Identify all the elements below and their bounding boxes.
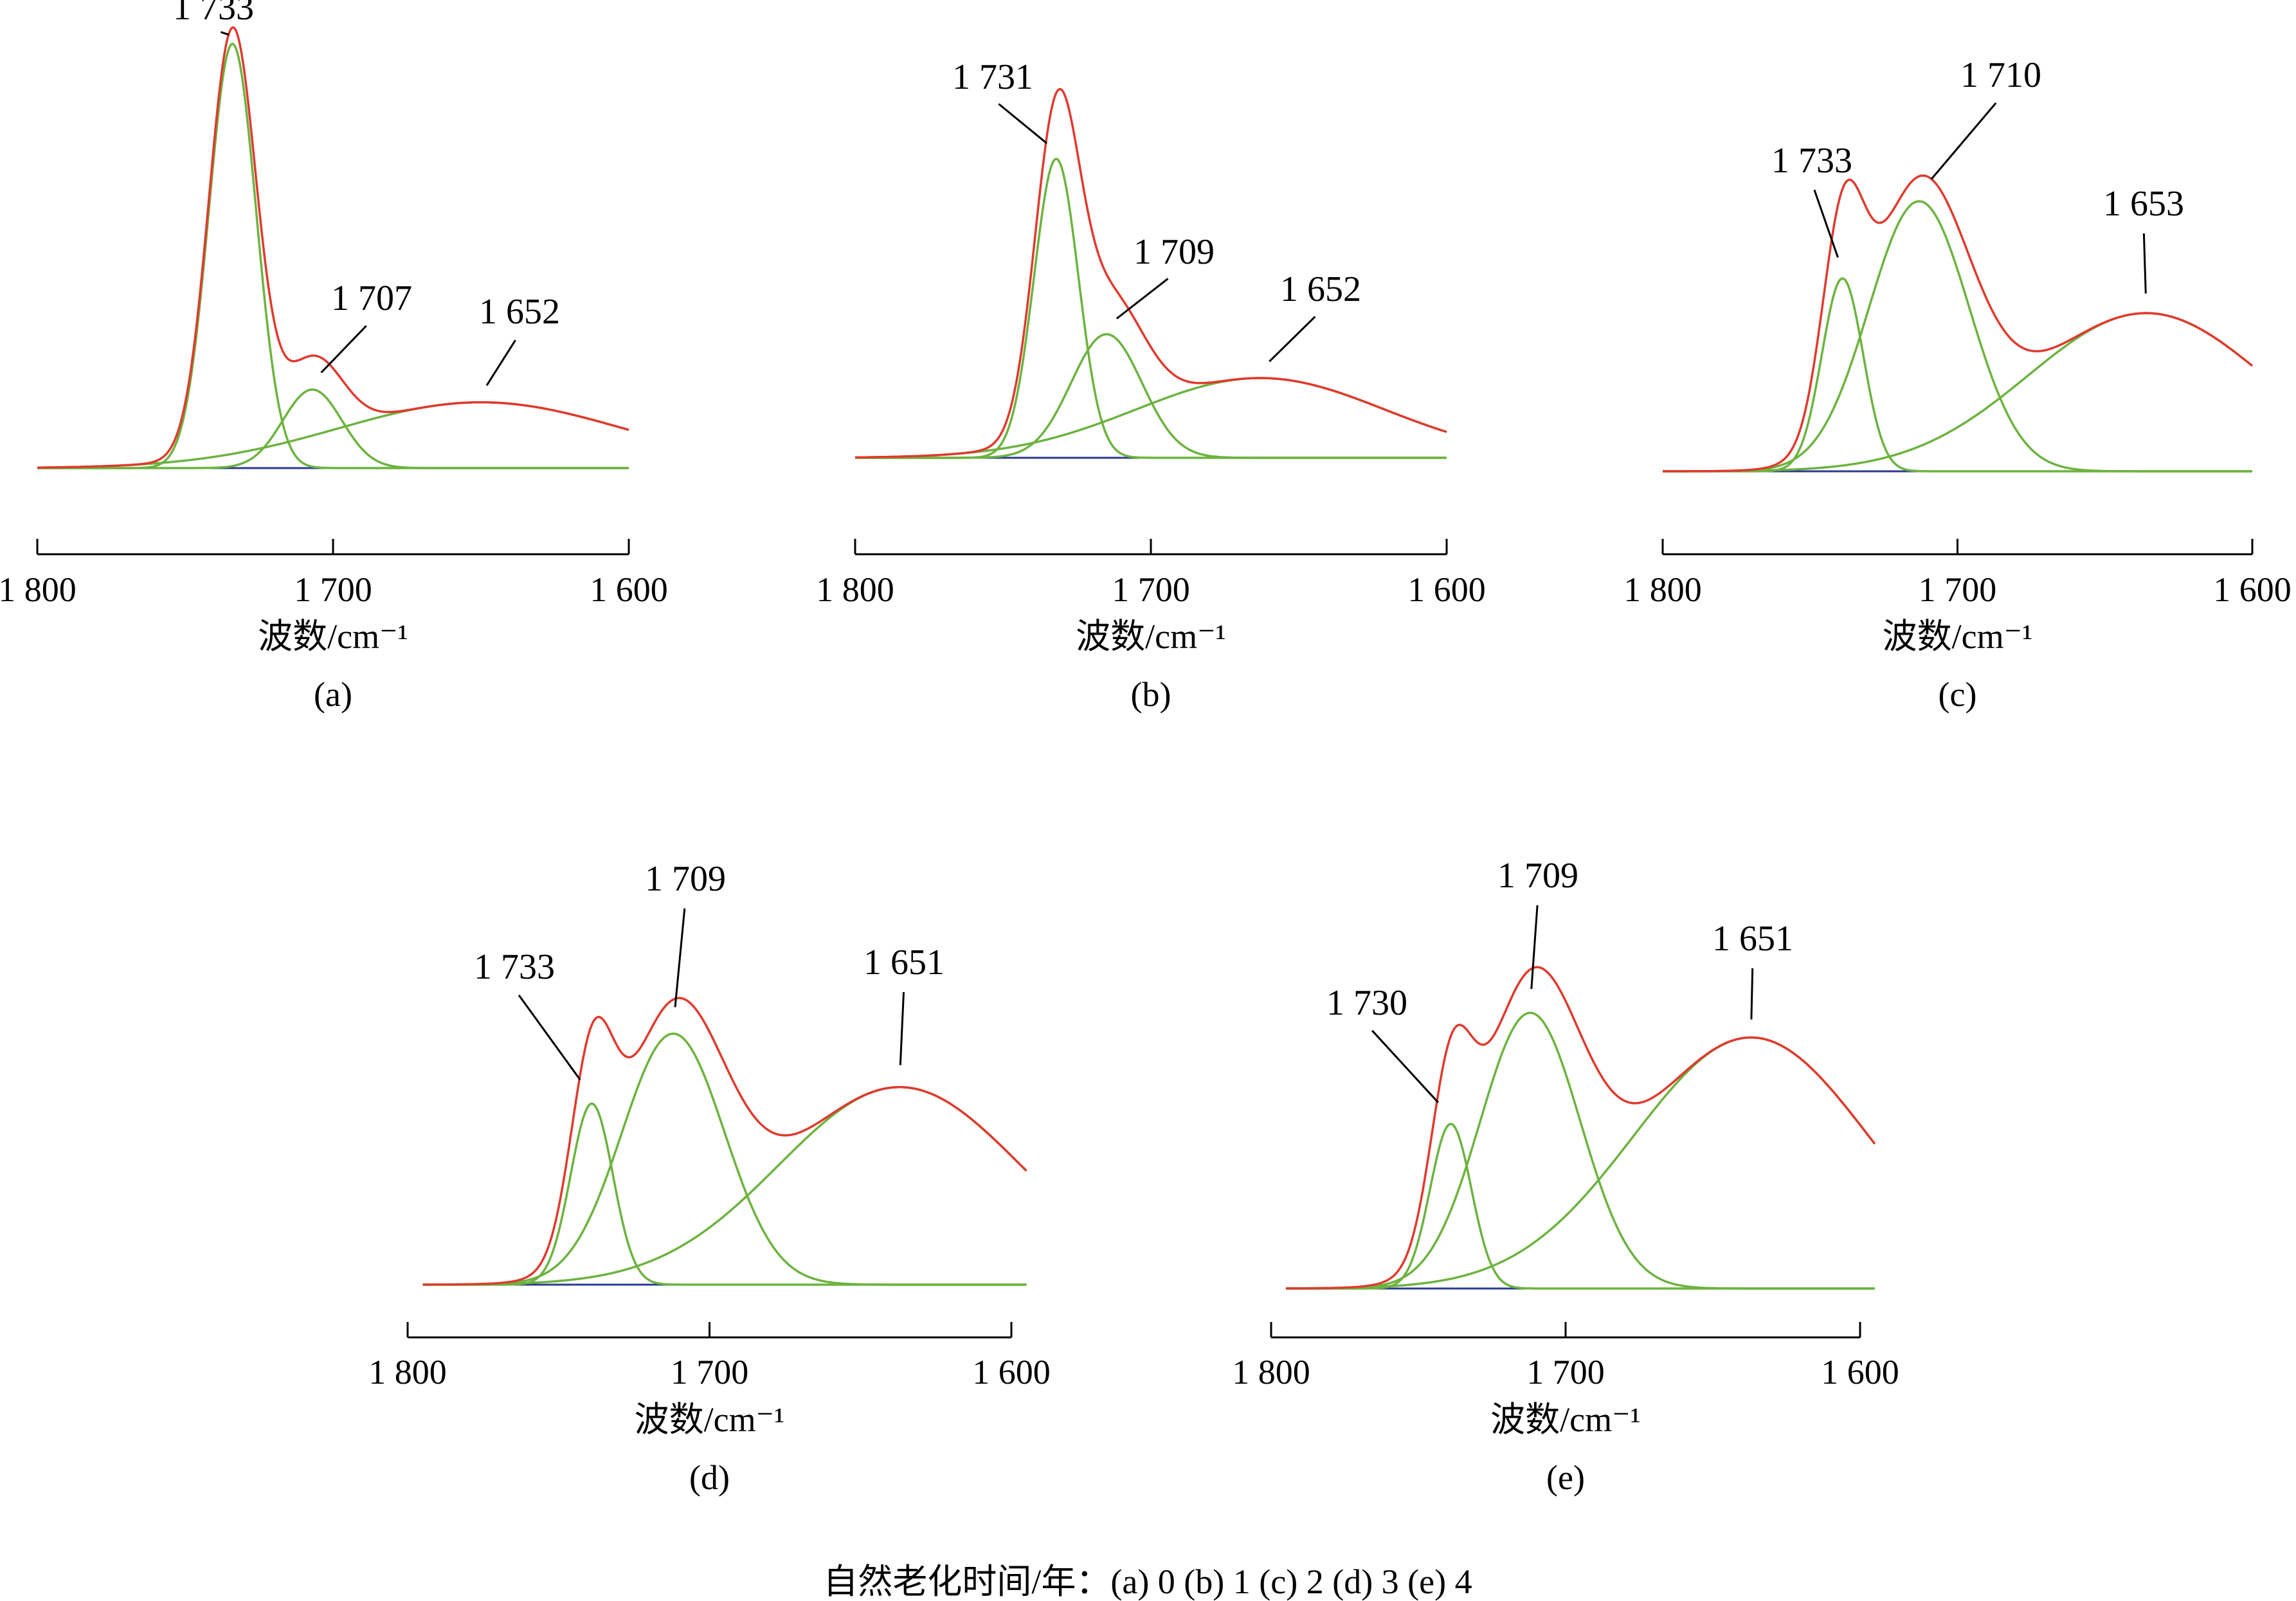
component-peak-2: [37, 388, 629, 469]
panels: 1 733 1 707 1 652 1 800 1 700 1 600 波数/cm⁻¹ (a)…: [0, 0, 2291, 1497]
x-tick-label: 1 700: [1919, 570, 1997, 609]
peak-leader-line: [1750, 968, 1754, 1020]
envelope-curve: [37, 26, 629, 469]
peak-label: 1 709: [1497, 856, 1578, 896]
x-axis-title: 波数/cm⁻¹: [1883, 617, 2033, 656]
panel-label: (b): [1131, 675, 1171, 714]
peak-leader-line: [1930, 102, 1997, 180]
peak-leader-line: [1269, 316, 1316, 363]
component-peak-1: [1663, 277, 2252, 473]
x-tick-label: 1 700: [1112, 570, 1190, 609]
chart-panel-d: 1 733 1 709 1 651 1 800 1 700 1 600 波数/cm⁻¹ (d): [368, 859, 1051, 1497]
x-tick-label: 1 600: [590, 570, 668, 609]
component-peak-3: [1663, 312, 2254, 473]
x-tick-label: 1 800: [1232, 1353, 1310, 1391]
peak-label: 1 710: [1960, 55, 2041, 95]
panel-label: (c): [1939, 675, 1977, 714]
peak-label: 1 651: [863, 943, 945, 982]
peak-label: 1 651: [1712, 919, 1793, 959]
peak-label: 1 733: [1771, 141, 1852, 181]
x-tick-label: 1 800: [368, 1353, 447, 1391]
component-peak-2: [1285, 1011, 1875, 1290]
peak-label: 1 652: [479, 292, 560, 332]
component-peak-2: [422, 1032, 1027, 1286]
peak-label: 1 733: [173, 0, 254, 28]
component-peak-2: [855, 333, 1447, 459]
x-axis-title: 波数/cm⁻¹: [258, 617, 408, 656]
x-tick-label: 1 600: [2213, 570, 2291, 609]
envelope-curve: [422, 997, 1027, 1286]
peak-leader-line: [320, 325, 367, 374]
component-peak-3: [1285, 1036, 1876, 1290]
peak-leader-line: [674, 908, 686, 1008]
peak-label: 1 707: [331, 278, 412, 318]
envelope-curve: [855, 87, 1447, 459]
peak-label: 1 731: [952, 57, 1033, 97]
panel-label: (d): [689, 1458, 730, 1497]
peak-label: 1 709: [645, 859, 726, 899]
peak-leader-line: [485, 339, 516, 386]
x-tick-label: 1 700: [1526, 1353, 1605, 1391]
chart-panel-c: 1 733 1 710 1 653 1 800 1 700 1 600 波数/cm⁻¹ (c): [1623, 55, 2291, 714]
component-peak-3: [422, 1086, 1027, 1286]
chart-panel-b: 1 731 1 709 1 652 1 800 1 700 1 600 波数/cm⁻¹ (b): [816, 57, 1486, 714]
envelope-curve: [1285, 966, 1876, 1290]
x-tick-label: 1 700: [294, 570, 372, 609]
peak-leader-line: [899, 991, 905, 1065]
panel-label: (e): [1546, 1458, 1585, 1497]
x-tick-label: 1 600: [1407, 570, 1486, 609]
peak-leader-line: [998, 103, 1047, 144]
peak-leader-line: [1530, 905, 1539, 990]
x-axis-title: 波数/cm⁻¹: [1076, 617, 1226, 656]
x-tick-label: 1 800: [816, 570, 894, 609]
envelope-curve: [1663, 174, 2254, 473]
figure-caption: 自然老化时间/年：(a) 0 (b) 1 (c) 2 (d) 3 (e) 4: [823, 1562, 1472, 1601]
x-tick-label: 1 600: [972, 1353, 1051, 1391]
x-tick-label: 1 600: [1821, 1353, 1899, 1391]
component-peak-3: [37, 401, 629, 469]
component-peak-3: [855, 377, 1447, 459]
peak-label: 1 730: [1326, 983, 1407, 1023]
chart-panel-e: 1 730 1 709 1 651 1 800 1 700 1 600 波数/cm⁻¹ (e): [1232, 856, 1899, 1497]
x-axis-title: 波数/cm⁻¹: [635, 1400, 785, 1439]
x-tick-label: 1 700: [671, 1353, 749, 1391]
peak-leader-line: [1813, 189, 1839, 258]
peak-label: 1 653: [2103, 184, 2184, 224]
peak-leader-line: [2142, 233, 2147, 294]
x-axis-title: 波数/cm⁻¹: [1490, 1400, 1641, 1439]
component-peak-2: [1663, 200, 2252, 473]
component-peak-1: [1285, 1123, 1875, 1290]
peak-label: 1 733: [474, 947, 555, 987]
peak-leader-line: [1116, 278, 1169, 320]
peak-label: 1 709: [1134, 232, 1215, 272]
peak-leader-line: [220, 31, 230, 36]
x-tick-label: 1 800: [1623, 570, 1702, 609]
chart-panel-a: 1 733 1 707 1 652 1 800 1 700 1 600 波数/cm⁻¹ (a): [0, 0, 668, 714]
peak-leader-line: [518, 994, 581, 1081]
x-tick-label: 1 800: [0, 570, 77, 609]
component-peak-1: [37, 42, 629, 469]
peak-label: 1 652: [1280, 269, 1361, 309]
peak-leader-line: [1371, 1029, 1439, 1103]
panel-label: (a): [314, 675, 352, 714]
